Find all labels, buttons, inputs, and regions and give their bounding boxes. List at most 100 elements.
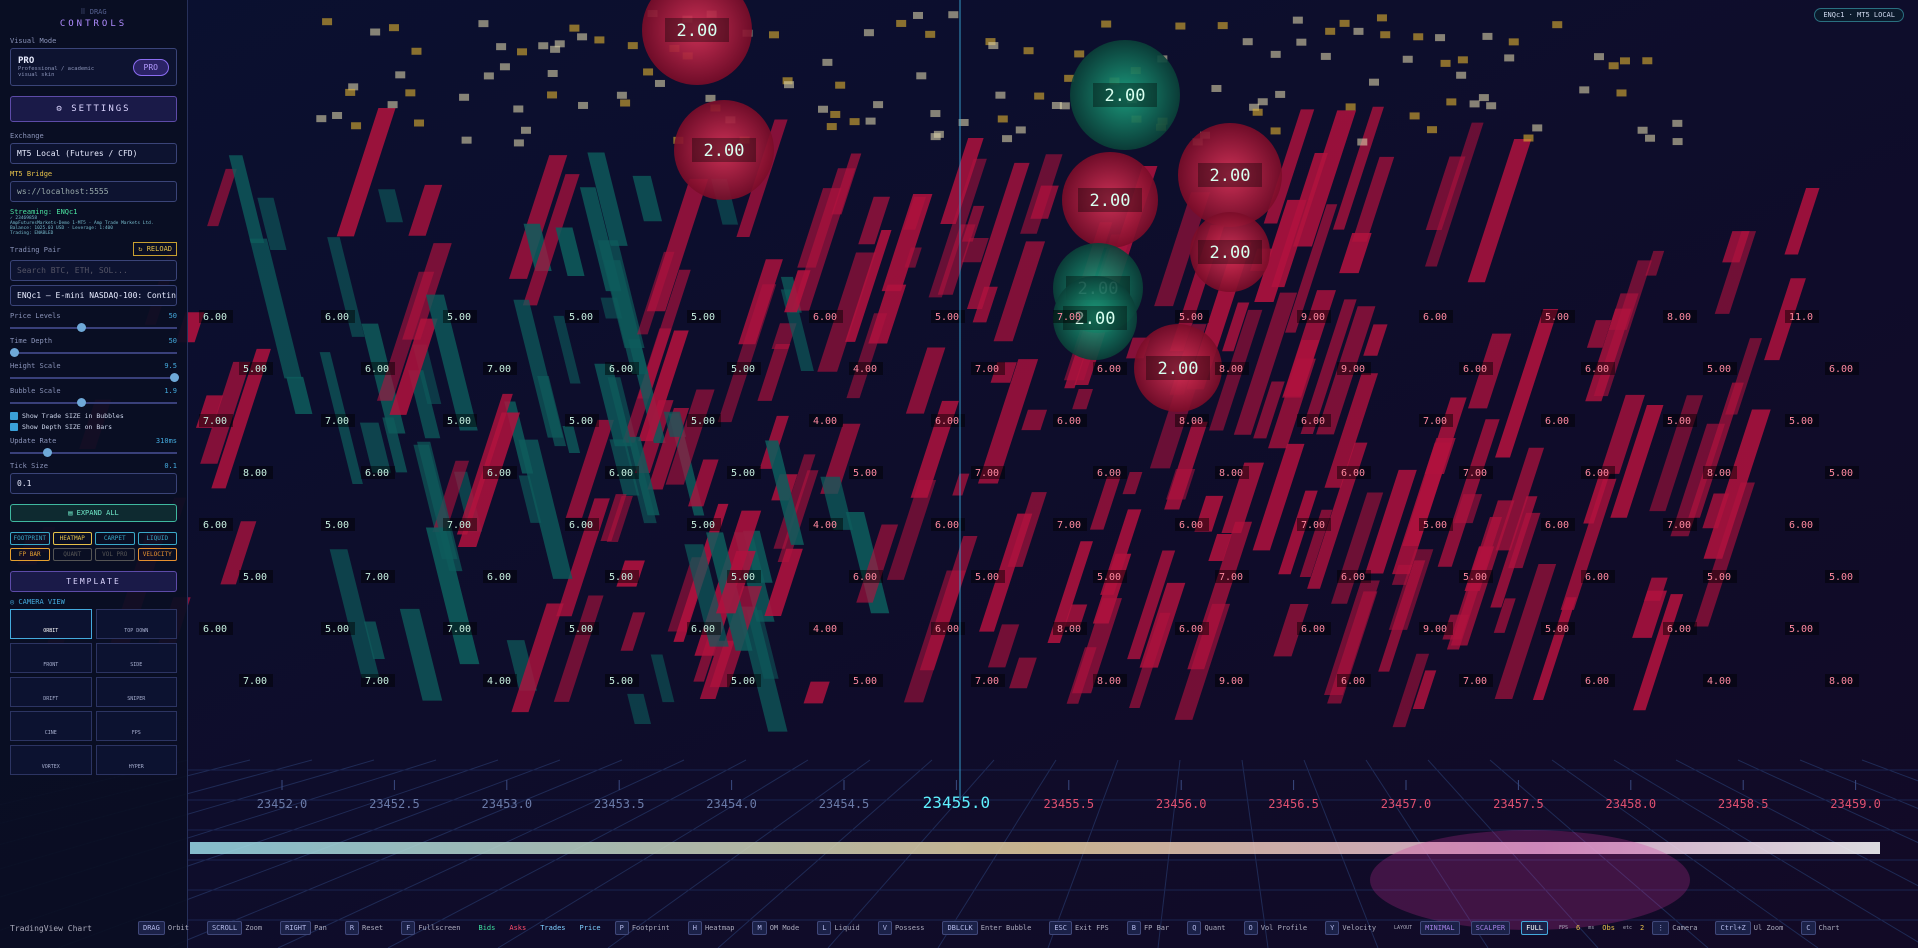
template-button[interactable]: TEMPLATE	[10, 571, 177, 592]
bubble[interactable]	[1062, 152, 1158, 248]
bubble[interactable]	[1178, 123, 1282, 227]
depth-label-bg	[687, 518, 721, 531]
checkbox-row[interactable]: Show Trade SIZE in Bubbles	[10, 412, 177, 420]
camera-button[interactable]: FRONT	[10, 643, 92, 673]
camera-button[interactable]: CINE	[10, 711, 92, 741]
bubble[interactable]	[1053, 276, 1137, 360]
slider[interactable]	[10, 373, 180, 382]
badge: ENQc1 · MT5 LOCAL	[1814, 8, 1904, 22]
depth-label-bg	[239, 466, 273, 479]
shortcut: C Chart	[1801, 921, 1840, 935]
pair-select[interactable]: ENQc1 — E-mini NASDAQ-100: Continuous	[10, 285, 177, 306]
shortcut: M OM Mode	[752, 921, 799, 935]
tick-select[interactable]: 0.1	[10, 473, 177, 494]
layout-button[interactable]: FULL	[1521, 921, 1548, 935]
checkbox[interactable]	[10, 412, 18, 420]
slider-thumb[interactable]	[76, 398, 86, 407]
bridge-url[interactable]: ws://localhost:5555	[10, 181, 177, 202]
slider[interactable]	[10, 398, 177, 407]
slider-thumb[interactable]	[76, 323, 86, 332]
depth-label: 6.00	[1097, 364, 1121, 375]
depth-label-bg	[1825, 362, 1859, 375]
camera-button[interactable]: VORTEX	[10, 745, 92, 775]
depth-bar	[684, 544, 729, 647]
heat-cell	[1456, 71, 1467, 79]
heat-cell	[988, 42, 999, 50]
slider[interactable]	[10, 323, 177, 332]
mode-button[interactable]: CARPET	[95, 532, 135, 545]
layout-button[interactable]: MINIMAL	[1420, 921, 1460, 935]
bubble-label-bg	[1198, 240, 1262, 264]
slider-thumb[interactable]	[10, 348, 19, 357]
depth-bar	[627, 693, 651, 725]
mode-button[interactable]: HEATMAP	[52, 532, 92, 545]
status-line: Balance: 1025.03 USD · Leverage: 1:400	[10, 226, 113, 231]
depth-label-bg	[1053, 310, 1087, 323]
bubble[interactable]	[674, 100, 774, 200]
price-label: 23459.0	[1830, 797, 1881, 811]
mode-button[interactable]: FP BAR	[10, 548, 50, 561]
bubble-label: 2.00	[704, 141, 745, 161]
camera-button[interactable]: SIDE	[95, 643, 177, 673]
heat-cell	[1339, 19, 1350, 27]
status-line: Trading: ENABLED	[10, 231, 54, 236]
heat-cell	[1376, 14, 1387, 22]
slider[interactable]	[10, 448, 177, 457]
heat-cell	[995, 91, 1006, 99]
bubble[interactable]	[642, 0, 752, 85]
key-label: Enter Bubble	[980, 924, 1032, 932]
camera-button[interactable]: HYPER	[95, 745, 177, 775]
mode-button[interactable]: QUANT	[52, 548, 92, 561]
heat-cell	[1034, 92, 1045, 100]
drag-handle[interactable]: ⠿ DRAG	[80, 8, 107, 16]
bubble[interactable]	[1134, 324, 1222, 412]
settings-button[interactable]: ⚙ SETTINGS	[10, 96, 177, 122]
heat-cell	[1482, 32, 1493, 40]
key-label: Ul Zoom	[1753, 924, 1784, 932]
reload-button[interactable]: ↻ RELOAD	[133, 241, 177, 256]
exchange-select[interactable]: MT5 Local (Futures / CFD)	[10, 143, 177, 164]
slider[interactable]	[10, 348, 177, 357]
mode-button[interactable]: VELOCITY	[137, 548, 177, 561]
mode-button[interactable]: LIQUID	[137, 532, 177, 545]
bubble[interactable]	[1190, 212, 1270, 292]
depth-label-bg	[1581, 466, 1615, 479]
depth-label-bg	[1215, 466, 1249, 479]
depth-bar	[1021, 409, 1048, 431]
heat-cell	[782, 77, 793, 85]
camera-button[interactable]: ORBIT	[10, 609, 92, 639]
depth-bar	[1020, 154, 1063, 234]
expand-button[interactable]: ▤ EXPAND ALL	[10, 504, 177, 522]
depth-bar	[200, 361, 251, 464]
depth-bar	[408, 370, 441, 439]
depth-label: 4.00	[1707, 676, 1731, 687]
depth-label-bg	[727, 674, 761, 687]
depth-bar	[716, 550, 756, 614]
heat-cell	[550, 45, 561, 53]
stat-value: 6	[1576, 924, 1581, 932]
depth-label-bg	[1175, 414, 1209, 427]
slider-thumb[interactable]	[43, 448, 53, 457]
slider-thumb[interactable]	[170, 373, 180, 382]
depth-label: 8.00	[1707, 468, 1731, 479]
depth-label-bg	[1297, 622, 1331, 635]
camera-button[interactable]: DRIFT	[10, 677, 92, 707]
layout-button[interactable]: SCALPER	[1470, 921, 1511, 935]
checkbox-row[interactable]: Show Depth SIZE on Bars	[10, 423, 177, 431]
bubble[interactable]	[1070, 40, 1180, 150]
visual-mode[interactable]: PRO Professional / academic visual skin P…	[10, 48, 177, 86]
mode-button[interactable]: FOOTPRINT	[10, 532, 50, 545]
mode-button[interactable]: VOL PRO	[95, 548, 135, 561]
camera-button[interactable]: FPS	[95, 711, 177, 741]
depth-label: 5.00	[325, 520, 349, 531]
camera-button[interactable]: TOP DOWN	[95, 609, 177, 639]
camera-button[interactable]: SNIPER	[95, 677, 177, 707]
mode-badge[interactable]: PRO	[132, 58, 169, 76]
tradingview-toggle[interactable]: TradingView Chart	[10, 923, 92, 933]
depth-label: 6.00	[853, 572, 877, 583]
search-input[interactable]: Search BTC, ETH, SOL...	[10, 260, 177, 281]
depth-label-bg	[1785, 414, 1819, 427]
shortcut: O Vol Profile	[1243, 921, 1307, 935]
depth-bar	[803, 681, 830, 704]
checkbox[interactable]	[10, 423, 18, 431]
